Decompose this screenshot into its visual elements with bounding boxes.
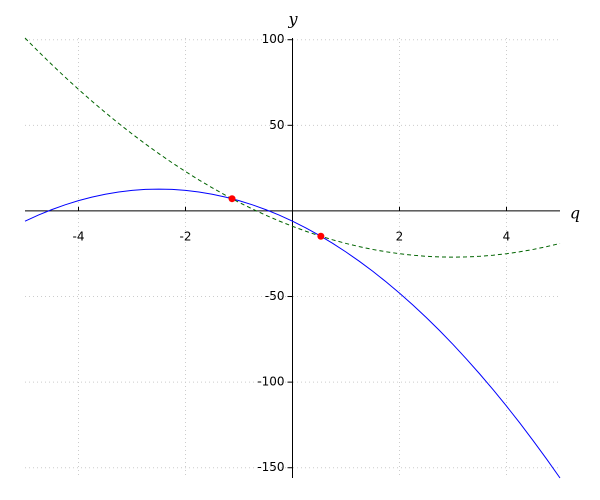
x-tick-label: 4 — [503, 229, 511, 243]
y-tick-label: 100 — [262, 32, 285, 46]
y-tick-label: -50 — [265, 289, 285, 303]
y-tick-label: -150 — [257, 460, 284, 474]
curve — [24, 37, 561, 258]
y-axis-label: y — [287, 10, 298, 29]
x-tick-label: -2 — [180, 229, 192, 243]
intersection-point — [317, 232, 325, 240]
x-tick-label: -4 — [73, 229, 85, 243]
intersection-point — [228, 195, 236, 203]
y-tick-label: -100 — [257, 375, 284, 389]
x-tick-label: 2 — [396, 229, 404, 243]
curve — [24, 188, 561, 479]
x-axis-label: q — [570, 204, 580, 223]
y-tick-label: 50 — [269, 118, 284, 132]
